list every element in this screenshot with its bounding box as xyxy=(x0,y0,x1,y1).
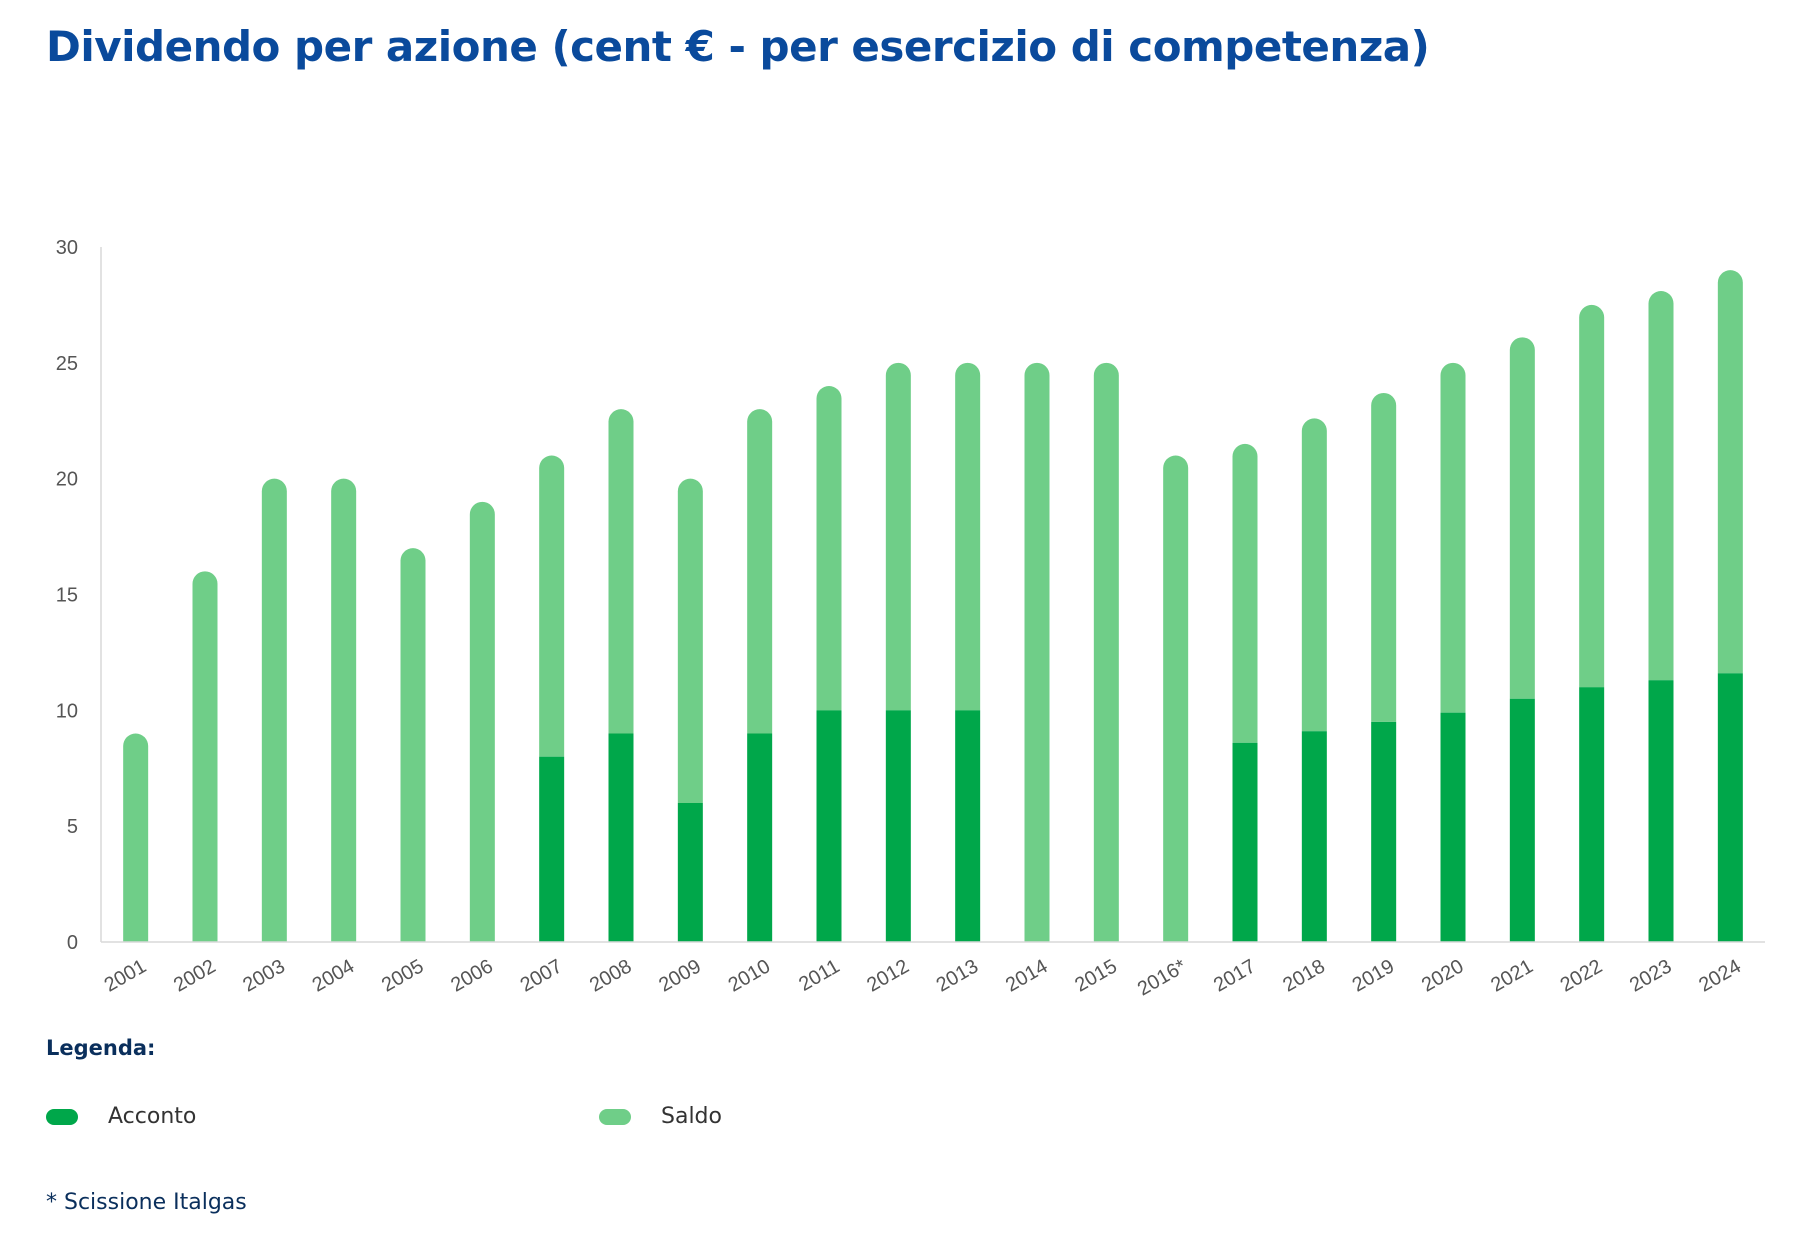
x-tick-label: 2024 xyxy=(1695,955,1745,996)
bar-saldo-2007[interactable] xyxy=(539,455,565,757)
x-tick-label: 2022 xyxy=(1557,955,1607,996)
bar-saldo-2009[interactable] xyxy=(677,478,703,803)
x-tick-label: 2002 xyxy=(170,955,220,996)
x-tick-label: 2001 xyxy=(101,955,151,996)
bar-acconto-2010[interactable] xyxy=(747,733,773,943)
bar-saldo-2020[interactable] xyxy=(1440,362,1466,713)
bar-acconto-2012[interactable] xyxy=(885,710,911,942)
bar-saldo-2005[interactable] xyxy=(400,548,426,942)
bar-saldo-2022[interactable] xyxy=(1579,304,1605,688)
x-tick-label: 2021 xyxy=(1487,955,1537,996)
bar-acconto-2007[interactable] xyxy=(539,756,565,942)
legend-item-saldo[interactable]: Saldo xyxy=(599,1104,722,1129)
bar-acconto-2017[interactable] xyxy=(1232,742,1258,942)
legend-swatch-saldo xyxy=(599,1108,631,1125)
bar-saldo-2024[interactable] xyxy=(1717,270,1743,674)
y-tick-label: 20 xyxy=(56,469,78,491)
bar-saldo-2018[interactable] xyxy=(1301,418,1327,732)
x-tick-label: 2015 xyxy=(1071,955,1121,996)
bar-acconto-2022[interactable] xyxy=(1579,687,1605,942)
y-tick-label: 5 xyxy=(67,816,78,838)
bar-saldo-2006[interactable] xyxy=(469,501,495,942)
x-tick-label: 2014 xyxy=(1002,955,1052,996)
bar-acconto-2021[interactable] xyxy=(1509,698,1535,942)
y-axis: 0 5 10 15 20 25 30 xyxy=(56,237,102,954)
x-tick-label: 2018 xyxy=(1279,955,1329,996)
x-tick-label: 2004 xyxy=(309,955,359,996)
x-tick-label: 2011 xyxy=(795,955,843,996)
bar-acconto-2011[interactable] xyxy=(816,710,842,942)
x-tick-label: 2023 xyxy=(1626,955,1676,996)
x-tick-label: 2016* xyxy=(1134,955,1190,1000)
x-tick-label: 2007 xyxy=(517,955,567,996)
y-tick-label: 15 xyxy=(56,585,78,607)
x-tick-label: 2005 xyxy=(378,955,428,996)
bar-saldo-2002[interactable] xyxy=(192,571,218,942)
bar-saldo-2011[interactable] xyxy=(816,386,842,711)
x-tick-label: 2020 xyxy=(1418,955,1468,996)
bar-saldo-2008[interactable] xyxy=(608,409,634,734)
bar-saldo-2004[interactable] xyxy=(331,478,357,942)
bar-saldo-2012[interactable] xyxy=(885,362,911,711)
bar-saldo-2010[interactable] xyxy=(747,409,773,734)
y-tick-label: 25 xyxy=(56,353,78,375)
bar-saldo-2017[interactable] xyxy=(1232,443,1258,743)
y-tick-label: 0 xyxy=(67,932,78,954)
x-tick-label: 2013 xyxy=(933,955,983,996)
bar-acconto-2023[interactable] xyxy=(1648,680,1674,942)
legend-swatch-acconto xyxy=(46,1108,78,1125)
x-tick-label: 2017 xyxy=(1210,955,1260,996)
legend-label-saldo: Saldo xyxy=(661,1104,722,1129)
bar-saldo-2003[interactable] xyxy=(261,478,287,942)
bar-saldo-2001[interactable] xyxy=(123,733,149,943)
bar-saldo-2016*[interactable] xyxy=(1163,455,1189,942)
bar-saldo-2021[interactable] xyxy=(1509,337,1535,699)
x-tick-label: 2019 xyxy=(1349,955,1399,996)
footnote: * Scissione Italgas xyxy=(46,1190,247,1215)
bar-saldo-2015[interactable] xyxy=(1093,362,1119,942)
bar-acconto-2009[interactable] xyxy=(677,803,703,942)
bar-acconto-2024[interactable] xyxy=(1717,673,1743,942)
legend-item-acconto[interactable]: Acconto xyxy=(46,1104,196,1129)
x-tick-label: 2008 xyxy=(586,955,636,996)
x-tick-label: 2012 xyxy=(863,955,913,996)
bar-acconto-2013[interactable] xyxy=(955,710,981,942)
x-axis: 2001 2002 2003 2004 2005 2006 2007 2008 2009 2010… xyxy=(101,941,1765,1000)
bar-saldo-2023[interactable] xyxy=(1648,291,1674,681)
bar-acconto-2008[interactable] xyxy=(608,733,634,943)
bar-acconto-2018[interactable] xyxy=(1301,731,1327,942)
x-tick-label: 2010 xyxy=(725,955,775,996)
x-tick-label: 2003 xyxy=(239,955,289,996)
legend-label-acconto: Acconto xyxy=(108,1104,197,1129)
chart-title: Dividendo per azione (cent € - per eserc… xyxy=(46,22,1430,71)
bar-saldo-2013[interactable] xyxy=(955,362,981,711)
legend-title: Legenda: xyxy=(46,1036,156,1060)
bar-acconto-2019[interactable] xyxy=(1371,721,1397,942)
x-tick-label: 2006 xyxy=(447,955,497,996)
y-tick-label: 30 xyxy=(56,237,78,259)
y-tick-label: 10 xyxy=(56,700,78,722)
bar-acconto-2020[interactable] xyxy=(1440,712,1466,942)
bar-saldo-2019[interactable] xyxy=(1371,392,1397,722)
x-tick-label: 2009 xyxy=(655,955,705,996)
bars-group xyxy=(123,270,1743,942)
bar-saldo-2014[interactable] xyxy=(1024,362,1050,942)
